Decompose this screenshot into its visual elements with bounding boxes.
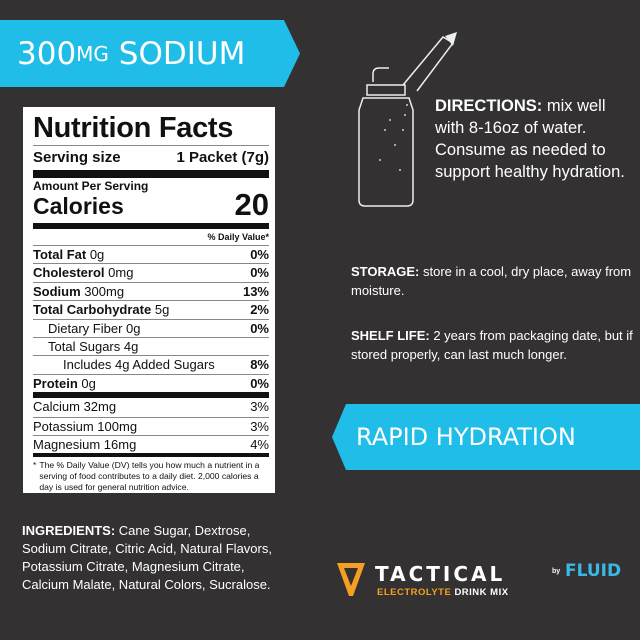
brand-name: TACTICAL: [375, 562, 506, 586]
footnote: * The % Daily Value (DV) tells you how mu…: [33, 460, 260, 493]
sodium-unit: MG: [76, 41, 109, 66]
mineral-row: Magnesium 16mg 4%: [33, 434, 269, 452]
label-title: Nutrition Facts: [33, 112, 234, 144]
mineral-row: Calcium 32mg 3%: [33, 399, 269, 415]
nutrient-row: Total Fat 0g 0%: [33, 245, 269, 262]
nutrient-row: Cholesterol 0mg 0%: [33, 263, 269, 281]
sodium-banner: 300 MG SODIUM: [0, 20, 300, 87]
serving-size-value: 1 Packet (7g): [176, 149, 269, 166]
serving-size-label: Serving size: [33, 149, 121, 166]
rapid-hydration-banner: RAPID HYDRATION: [332, 404, 640, 470]
directions-text: DIRECTIONS: mix well with 8-16oz of wate…: [435, 97, 625, 181]
sodium-amount: 300: [17, 35, 77, 72]
sodium-word: SODIUM: [118, 35, 246, 72]
calories-label: Calories: [33, 193, 124, 219]
nutrient-row: Dietary Fiber 0g 0%: [33, 318, 269, 337]
nutrient-row: Protein 0g 0%: [33, 373, 269, 391]
shaker-bottle-icon: [358, 32, 457, 207]
fluid-logo: FLUID: [565, 561, 622, 581]
storage-text: STORAGE: store in a cool, dry place, awa…: [351, 264, 632, 298]
dv-header: % Daily Value*: [207, 232, 269, 242]
nutrient-row: Total Sugars 4g: [33, 336, 269, 355]
tactical-logo-icon: [337, 563, 365, 596]
ingredients-text: INGREDIENTS: Cane Sugar, Dextrose, Sodiu…: [22, 523, 272, 592]
brand-by: by: [552, 568, 561, 575]
shelf-life-text: SHELF LIFE: 2 years from packaging date,…: [351, 328, 633, 362]
brand-sub1: ELECTROLYTE: [377, 587, 452, 598]
rapid-hydration-text: RAPID HYDRATION: [356, 423, 576, 451]
calories-value: 20: [234, 187, 269, 222]
mineral-row: Potassium 100mg 3%: [33, 416, 269, 434]
nutrient-row: Total Carbohydrate 5g 2%: [33, 300, 269, 318]
amount-per-serving: Amount Per Serving: [33, 179, 149, 193]
nutrient-row: Includes 4g Added Sugars 8%: [33, 355, 269, 373]
nutrition-facts-label: Nutrition Facts Serving size 1 Packet (7…: [23, 107, 275, 493]
brand-logo: TACTICAL ELECTROLYTE DRINK MIX by FLUID: [335, 560, 635, 600]
brand-sub2: DRINK MIX: [454, 587, 509, 598]
nutrient-row: Sodium 300mg 13%: [33, 281, 269, 299]
